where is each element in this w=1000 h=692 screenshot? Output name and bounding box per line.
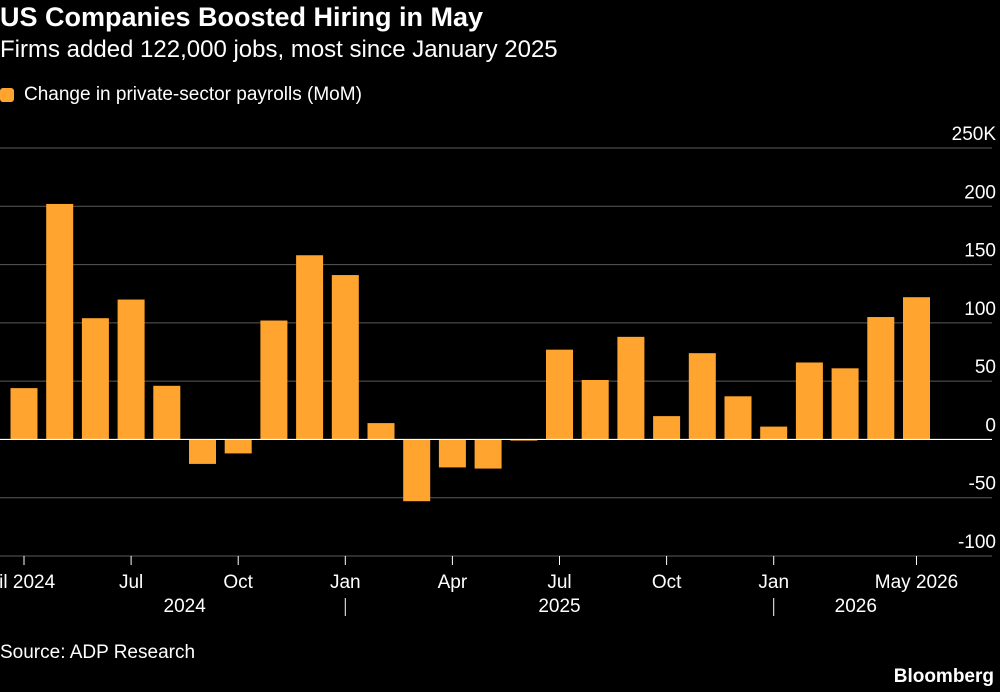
legend-swatch <box>0 88 14 102</box>
bar <box>260 320 288 440</box>
y-tick-label: 50 <box>975 357 996 378</box>
bar <box>903 297 930 440</box>
bar <box>831 368 859 440</box>
bar <box>331 275 359 440</box>
bar <box>10 388 38 440</box>
x-tick-label: Jan <box>758 572 789 593</box>
bar <box>189 439 216 464</box>
x-tick-label: Jul <box>547 572 571 593</box>
bar <box>617 336 645 440</box>
year-label: 2024 <box>164 596 207 617</box>
bar <box>367 423 395 440</box>
bar <box>153 385 181 440</box>
legend-label: Change in private-sector payrolls (MoM) <box>24 84 362 105</box>
chart-subtitle: Firms added 122,000 jobs, most since Jan… <box>0 36 558 63</box>
y-tick-label: -50 <box>969 474 996 495</box>
bar <box>546 349 573 440</box>
x-tick-label: Jan <box>330 572 361 593</box>
year-label: 2026 <box>835 596 877 617</box>
chart-title: US Companies Boosted Hiring in May <box>0 2 484 32</box>
legend: Change in private-sector payrolls (MoM) <box>0 84 362 106</box>
bar <box>81 318 109 440</box>
x-tick-label: Oct <box>652 572 682 593</box>
bar <box>46 203 74 440</box>
year-label: 2025 <box>538 596 580 617</box>
bar <box>438 439 466 468</box>
bloomberg-logo: Bloomberg <box>893 666 994 687</box>
x-tick-label: May 2026 <box>875 572 958 593</box>
bar <box>474 439 502 469</box>
bar <box>760 426 788 440</box>
x-tick-label: ril 2024 <box>0 572 56 593</box>
x-tick-label: Oct <box>223 572 253 593</box>
bar <box>724 396 752 440</box>
bar <box>296 255 324 440</box>
bar <box>224 439 252 454</box>
y-tick-label: 150 <box>964 241 996 262</box>
bar <box>117 299 145 440</box>
x-tick-label: Jul <box>119 572 143 593</box>
bar <box>403 439 431 502</box>
bar <box>581 379 609 440</box>
y-tick-label: 250K <box>952 124 997 145</box>
bar <box>795 362 823 440</box>
bar <box>688 353 716 440</box>
x-tick-label: Apr <box>438 572 468 593</box>
y-tick-label: 200 <box>964 182 996 203</box>
y-tick-label: 100 <box>964 299 996 320</box>
bar <box>653 416 681 440</box>
source-note: Source: ADP Research <box>0 642 196 663</box>
y-tick-label: 0 <box>985 415 996 436</box>
y-tick-label: -100 <box>958 532 996 553</box>
bar <box>867 317 895 440</box>
